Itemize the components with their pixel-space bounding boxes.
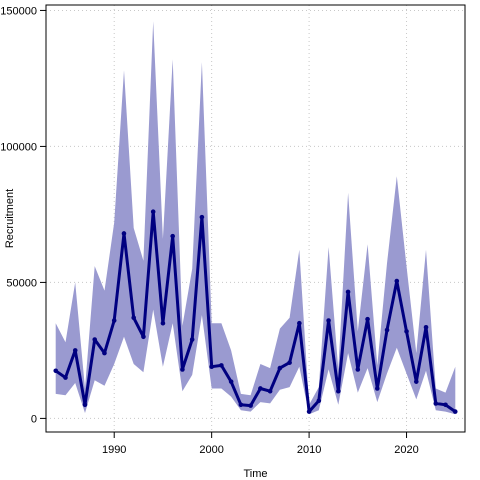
- x-tick-label-2000: 2000: [199, 444, 223, 456]
- y-tick-label-50000: 50000: [6, 277, 37, 289]
- y-tick-label-0: 0: [31, 413, 37, 425]
- data-point-2011: [316, 398, 322, 404]
- data-point-2024: [443, 402, 448, 408]
- data-point-1995: [160, 320, 166, 326]
- data-point-2016: [365, 316, 370, 322]
- data-point-2025: [452, 409, 458, 414]
- data-point-2022: [423, 324, 429, 330]
- x-axis: 1990 2000 2010 2020: [102, 432, 419, 456]
- data-point-2012: [326, 318, 331, 323]
- data-point-1992: [131, 315, 136, 321]
- data-point-1993: [141, 334, 146, 340]
- data-point-2023: [433, 401, 439, 406]
- data-point-1989: [102, 350, 107, 356]
- data-point-2000: [209, 364, 214, 370]
- data-point-2001: [219, 363, 224, 368]
- data-point-2013: [336, 388, 341, 394]
- y-tick-label-100000: 100000: [0, 141, 37, 153]
- data-point-1987: [82, 402, 88, 408]
- recruitment-line: [54, 210, 457, 414]
- data-point-2021: [413, 379, 419, 384]
- data-point-1998: [189, 337, 195, 342]
- data-point-2005: [258, 386, 263, 391]
- data-point-2015: [355, 367, 361, 372]
- data-point-2017: [375, 386, 380, 391]
- y-axis-title: Recruitment: [4, 189, 16, 248]
- data-point-1991: [121, 231, 127, 236]
- data-point-2020: [404, 329, 409, 334]
- x-tick-label-2010: 2010: [297, 444, 321, 456]
- data-point-2002: [228, 379, 234, 384]
- data-point-2004: [248, 403, 253, 408]
- data-point-2018: [384, 327, 390, 333]
- data-point-1994: [150, 209, 156, 215]
- data-point-2003: [238, 402, 244, 408]
- data-point-2007: [277, 365, 283, 371]
- data-point-1999: [199, 214, 205, 220]
- y-axis: 0 50000 100000 150000: [0, 5, 46, 425]
- data-point-2009: [297, 320, 302, 326]
- x-tick-label-2020: 2020: [394, 444, 418, 456]
- data-point-2010: [306, 409, 312, 414]
- data-points: [53, 209, 458, 414]
- confidence-band: [55, 21, 456, 415]
- data-point-2014: [345, 289, 351, 295]
- plot-frame: [45, 4, 466, 433]
- y-tick-label-150000: 150000: [0, 5, 37, 17]
- x-axis-title: Time: [243, 468, 267, 480]
- data-point-2019: [394, 278, 400, 284]
- x-tick-label-1990: 1990: [102, 444, 126, 456]
- data-point-1990: [111, 318, 117, 323]
- data-point-1984: [53, 368, 59, 374]
- data-point-1986: [72, 348, 78, 353]
- data-point-1996: [170, 233, 175, 239]
- data-point-1988: [92, 337, 98, 342]
- data-point-2006: [267, 388, 273, 394]
- data-point-1985: [63, 375, 68, 380]
- data-point-1997: [180, 367, 185, 372]
- data-point-2008: [287, 360, 292, 365]
